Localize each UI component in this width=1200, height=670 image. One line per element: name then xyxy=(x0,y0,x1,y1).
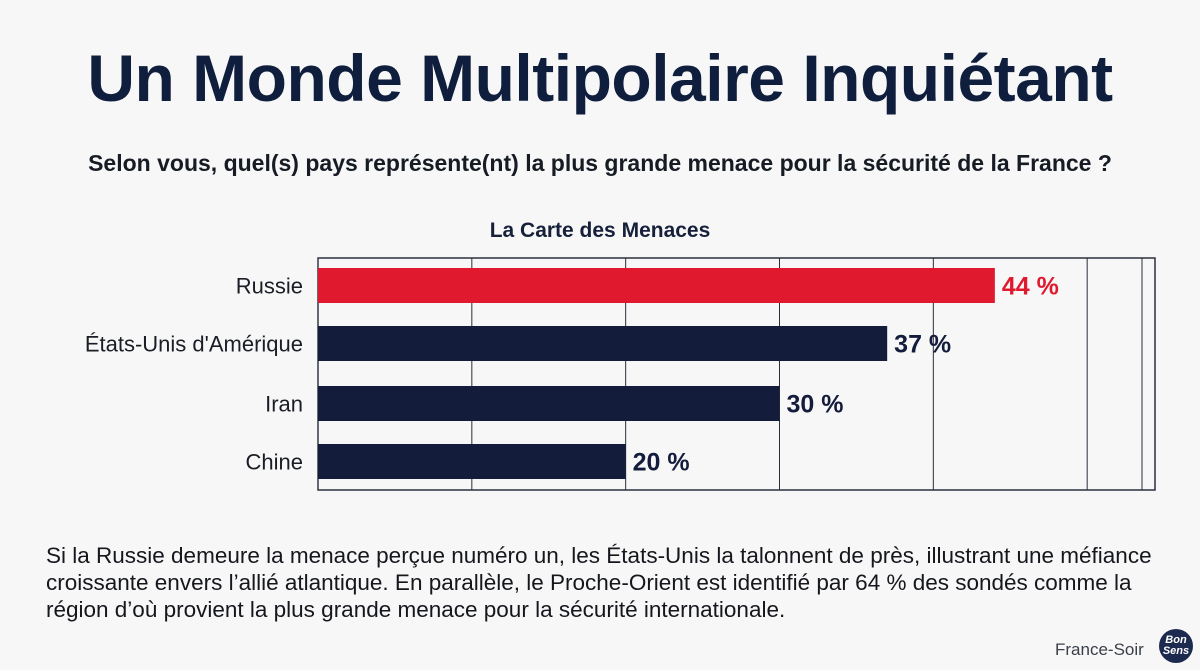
chart-title: La Carte des Menaces xyxy=(490,219,711,242)
value-label: 37 % xyxy=(894,331,951,359)
bar-chart: La Carte des Menaces Russie 44 % États-Unis… xyxy=(85,219,1156,491)
page-title: Un Monde Multipolaire Inquiétant xyxy=(87,41,1113,115)
value-label: 30 % xyxy=(786,391,843,419)
category-label: Iran xyxy=(265,392,303,417)
category-label: Russie xyxy=(236,274,303,299)
footer-brand: France-Soir xyxy=(1055,640,1144,659)
bar xyxy=(318,326,888,361)
bar xyxy=(318,444,626,479)
bar xyxy=(318,386,780,421)
category-label: États-Unis d'Amérique xyxy=(85,332,303,357)
survey-question: Selon vous, quel(s) pays représente(nt) … xyxy=(88,150,1112,176)
summary-text: Si la Russie demeure la menace perçue nu… xyxy=(46,543,1152,622)
value-label: 44 % xyxy=(1002,273,1059,301)
bar xyxy=(318,268,995,303)
bonsens-logo: Bon Sens xyxy=(1159,629,1193,663)
category-label: Chine xyxy=(246,450,303,475)
value-label: 20 % xyxy=(633,449,690,477)
